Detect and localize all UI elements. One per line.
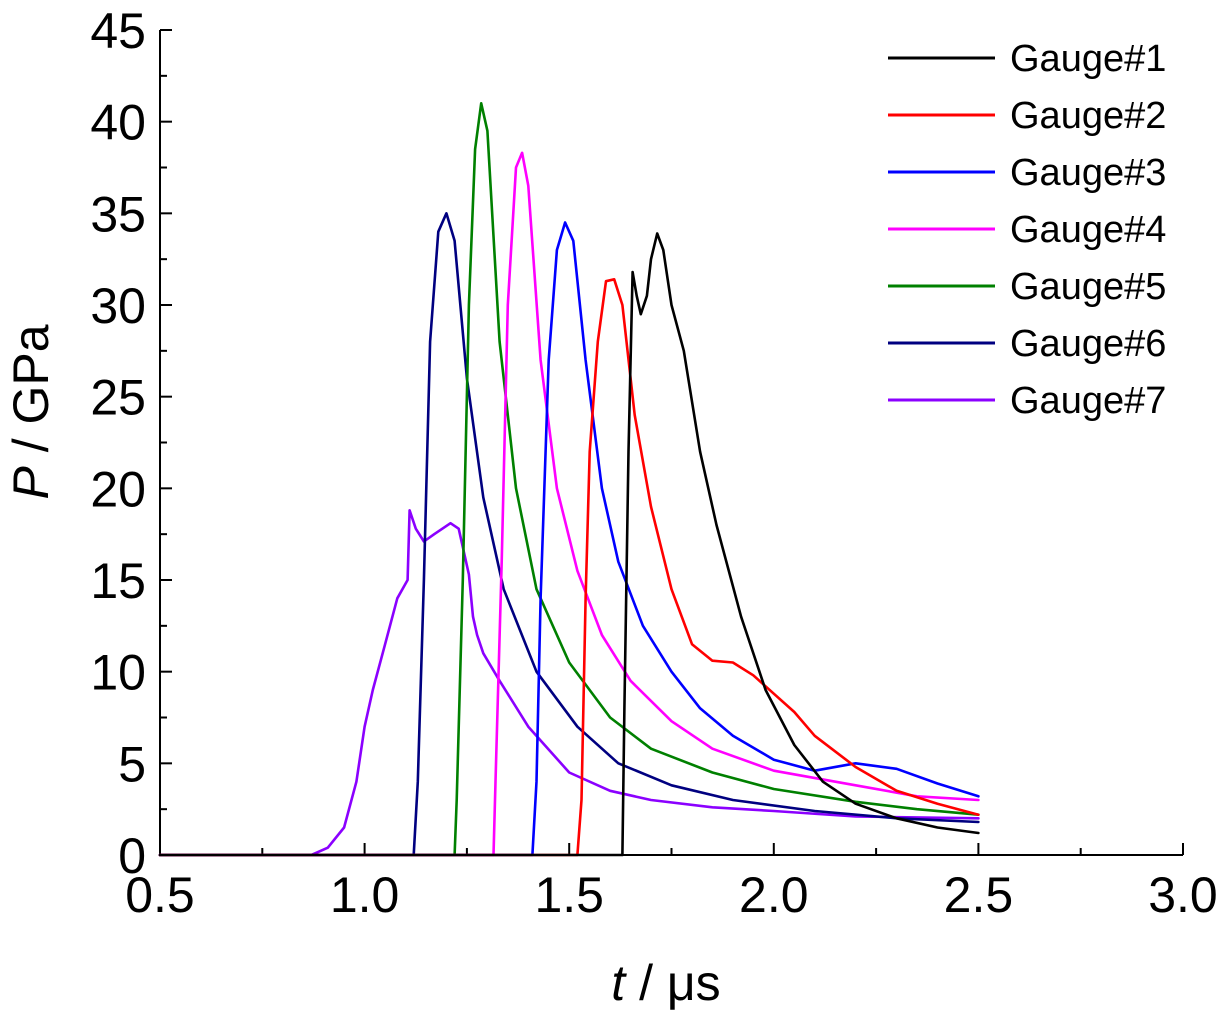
legend-label: Gauge#3 [1010, 152, 1166, 194]
y-axis-title: P / GPa [3, 324, 59, 499]
x-tick-label: 2.5 [944, 867, 1014, 923]
series-line-gauge-6 [158, 212, 980, 857]
x-axis-title: t / μs [611, 955, 720, 1011]
legend-label: Gauge#5 [1010, 266, 1166, 308]
y-ticks: 0 5 10 15 20 25 30 35 40 45 [90, 3, 172, 884]
legend-label: Gauge#7 [1010, 380, 1166, 422]
y-axis-variable: P [3, 466, 59, 500]
y-tick-label: 35 [90, 186, 146, 242]
x-axis-variable: t [611, 955, 627, 1011]
y-tick-label: 45 [90, 3, 146, 59]
x-tick-label: 0.5 [125, 867, 195, 923]
y-tick-label: 15 [90, 553, 146, 609]
series-line-gauge-5 [158, 102, 980, 857]
x-tick-label: 3.0 [1148, 867, 1218, 923]
x-tick-label: 2.0 [739, 867, 809, 923]
legend-label: Gauge#4 [1010, 209, 1166, 251]
series-line-gauge-4 [158, 151, 980, 857]
y-tick-label: 30 [90, 278, 146, 334]
legend-label: Gauge#2 [1010, 95, 1166, 137]
x-tick-label: 1.0 [330, 867, 400, 923]
y-tick-label: 0 [118, 828, 146, 884]
y-axis-unit: / GPa [3, 324, 59, 466]
legend: Gauge#1 Gauge#2 Gauge#3 Gauge#4 Gauge#5 Gauge… [888, 38, 1166, 422]
series-lines [158, 102, 980, 857]
y-tick-label: 40 [90, 95, 146, 151]
series-line-gauge-3 [158, 221, 980, 857]
y-tick-label: 25 [90, 370, 146, 426]
y-tick-label: 10 [90, 645, 146, 701]
y-tick-label: 20 [90, 461, 146, 517]
x-tick-label: 1.5 [534, 867, 604, 923]
x-axis-unit: / μs [625, 955, 720, 1011]
x-ticks: 0.5 1.0 1.5 2.0 2.5 3.0 [125, 843, 1218, 923]
series-line-gauge-2 [158, 278, 980, 857]
legend-label: Gauge#6 [1010, 323, 1166, 365]
series-line-gauge-1 [158, 232, 980, 857]
legend-label: Gauge#1 [1010, 38, 1166, 80]
y-tick-label: 5 [118, 736, 146, 792]
